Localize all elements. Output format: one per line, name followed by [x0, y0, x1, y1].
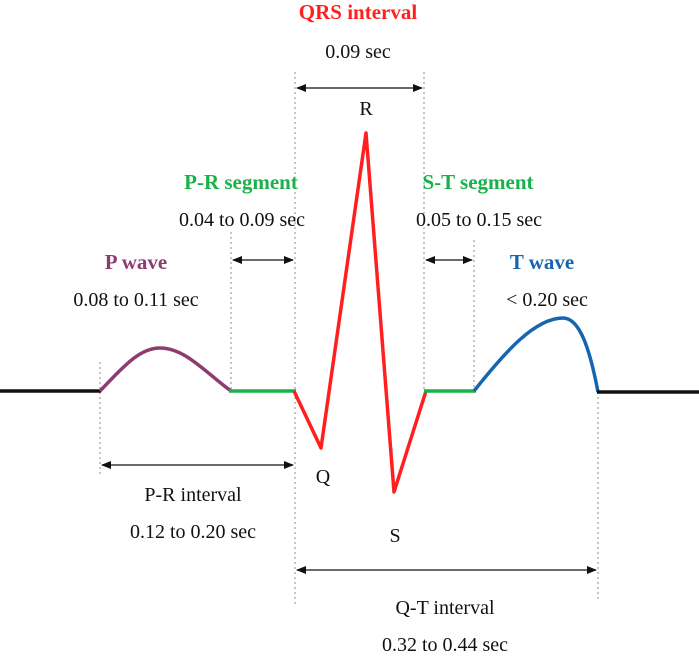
st-segment-title: S-T segment [422, 170, 533, 194]
r-point-label: R [359, 98, 373, 120]
qrs-complex-trace [292, 131, 428, 494]
pr-segment-title: P-R segment [184, 170, 298, 194]
t-wave-trace [472, 316, 600, 393]
pr-segment-duration: 0.04 to 0.09 sec [179, 209, 305, 231]
st-segment-duration: 0.05 to 0.15 sec [416, 209, 542, 231]
p-wave-title: P wave [105, 250, 167, 274]
q-point-label: Q [316, 466, 331, 488]
s-point-label: S [389, 525, 400, 547]
pr-interval-title: P-R interval [144, 484, 242, 506]
t-wave-title: T wave [510, 250, 574, 274]
qt-interval-duration: 0.32 to 0.44 sec [382, 634, 508, 656]
qrs-interval-title: QRS interval [299, 0, 418, 24]
qt-interval-title: Q-T interval [395, 597, 494, 619]
t-wave-duration: < 0.20 sec [506, 289, 588, 311]
p-wave-duration: 0.08 to 0.11 sec [73, 289, 198, 311]
pr-interval-duration: 0.12 to 0.20 sec [130, 521, 256, 543]
p-wave-trace [98, 346, 233, 393]
qrs-interval-duration: 0.09 sec [325, 41, 391, 63]
